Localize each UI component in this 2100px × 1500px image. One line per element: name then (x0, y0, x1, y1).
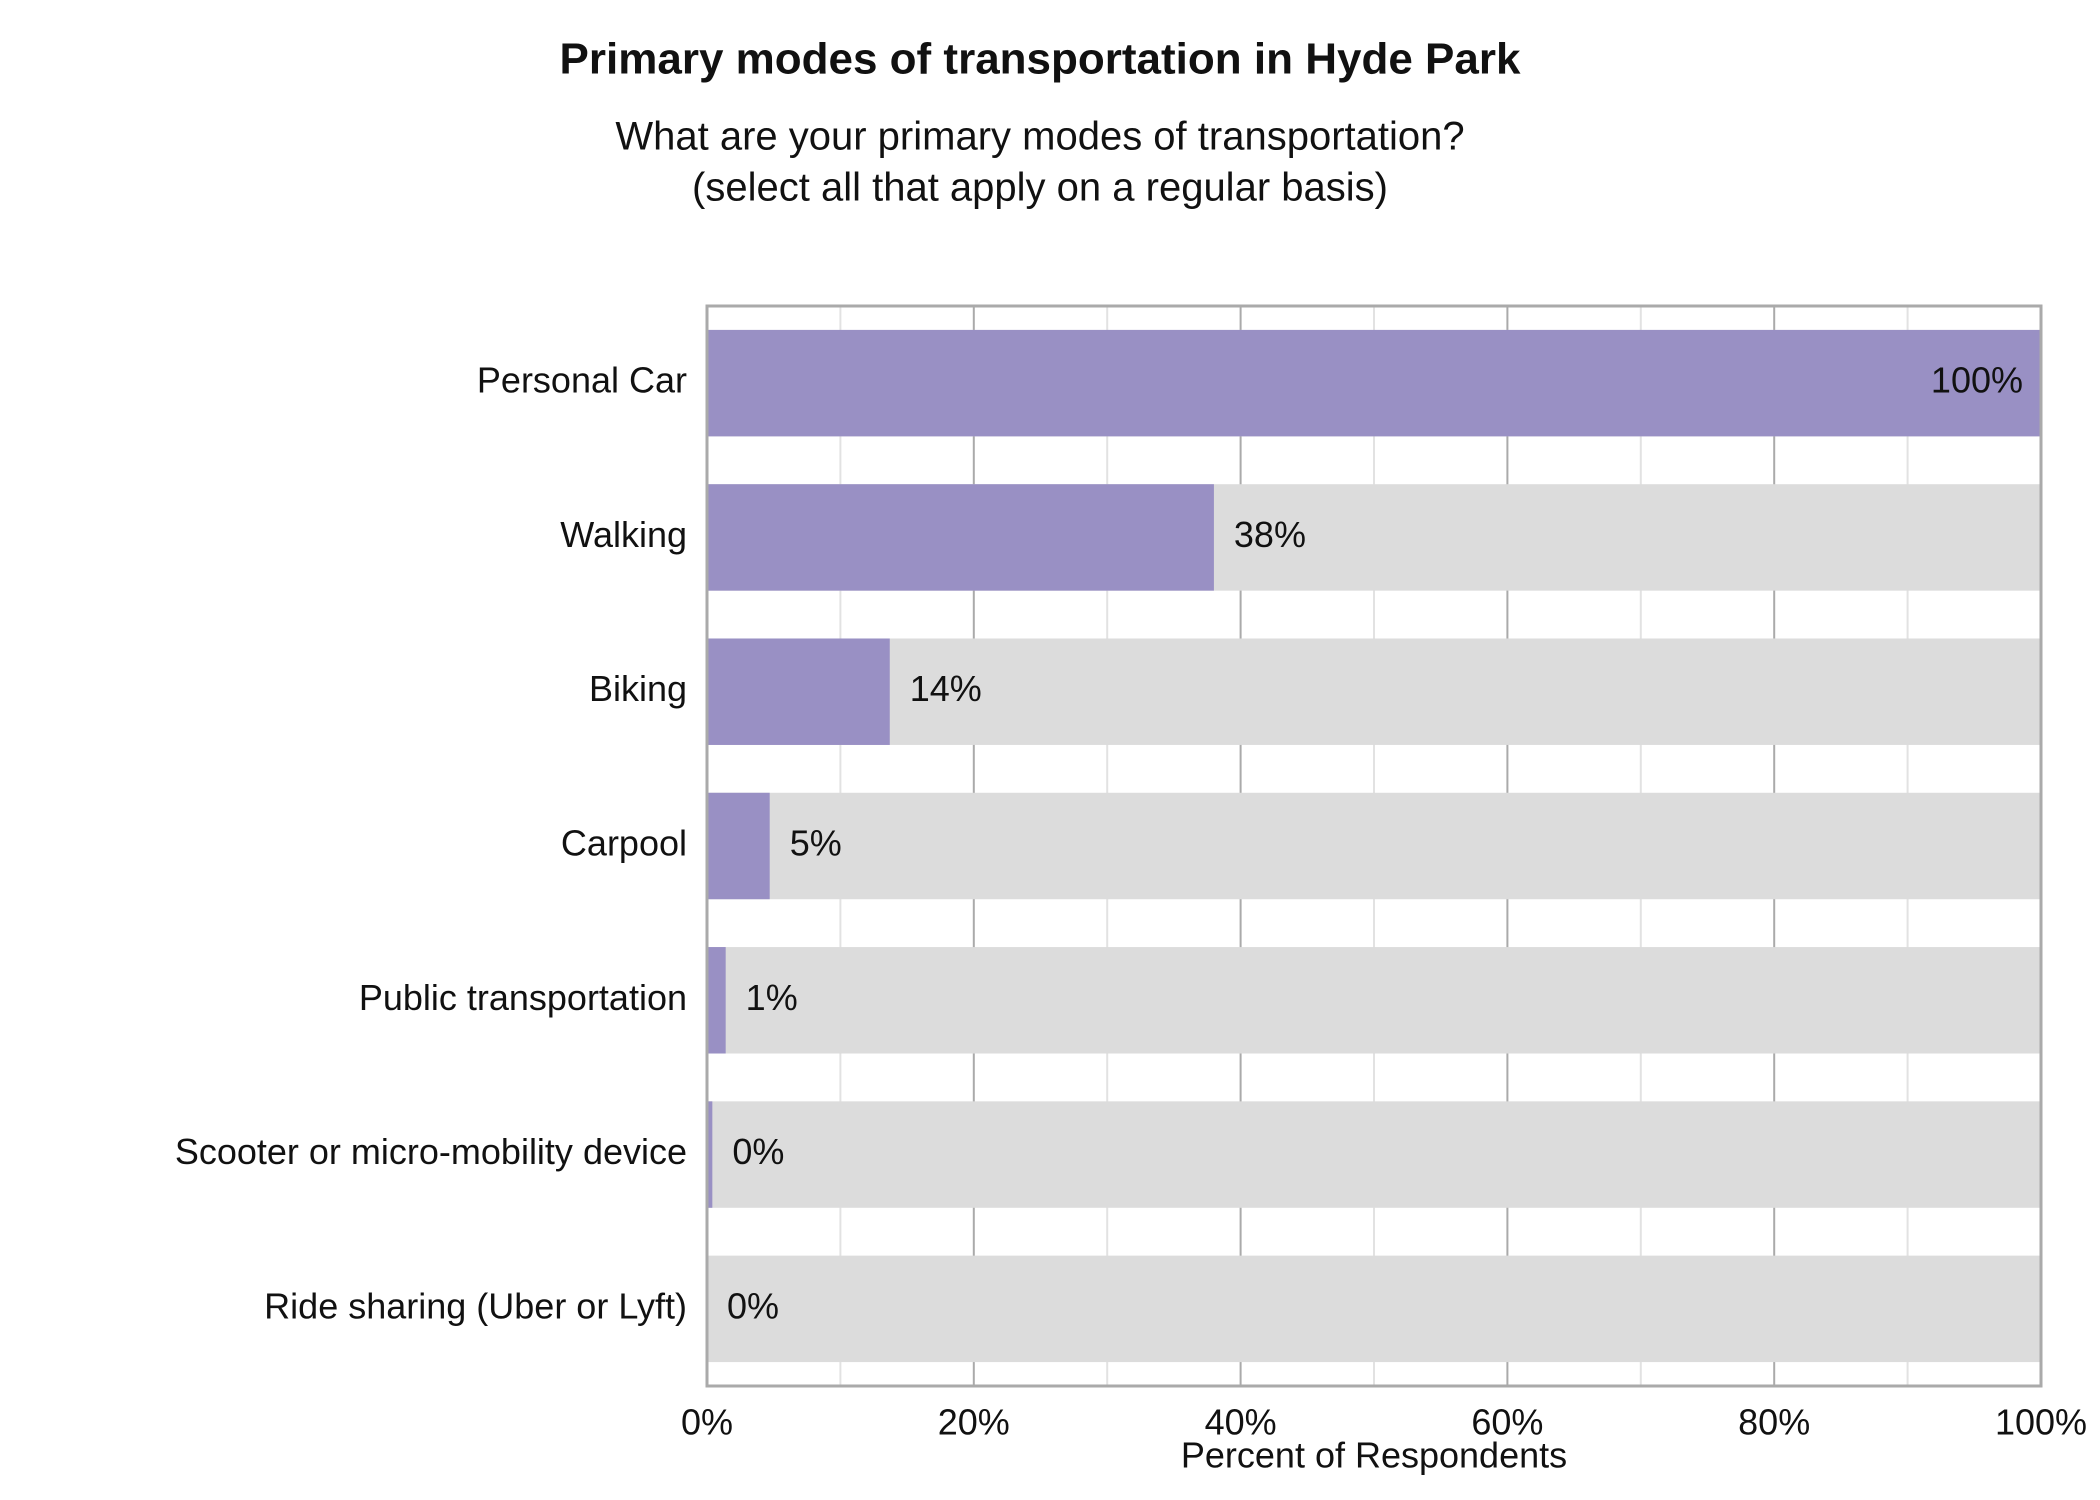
y-tick-label: Scooter or micro-mobility device (175, 1131, 687, 1172)
bar (707, 947, 726, 1054)
bar (707, 638, 890, 745)
bar-track (707, 947, 2041, 1054)
bar (707, 484, 1214, 591)
value-label: 0% (727, 1285, 779, 1326)
x-tick-label: 40% (1205, 1402, 1277, 1443)
value-label: 1% (746, 977, 798, 1018)
value-label: 38% (1234, 514, 1306, 555)
chart-subtitle: What are your primary modes of transport… (615, 115, 1464, 159)
y-tick-label: Carpool (561, 823, 687, 864)
x-tick-label: 20% (938, 1402, 1010, 1443)
chart-title: Primary modes of transportation in Hyde … (560, 35, 1521, 84)
bar (707, 329, 2041, 437)
bar-track (707, 1255, 2041, 1363)
y-tick-label: Ride sharing (Uber or Lyft) (264, 1285, 687, 1326)
y-tick-label: Biking (589, 668, 687, 709)
bar-track (707, 792, 2041, 900)
bar (707, 792, 770, 900)
y-tick-label: Public transportation (359, 977, 687, 1018)
x-tick-label: 80% (1738, 1402, 1810, 1443)
bar (707, 1101, 713, 1208)
x-tick-label: 0% (681, 1402, 733, 1443)
value-label: 0% (732, 1131, 784, 1172)
x-tick-label: 100% (1995, 1402, 2087, 1443)
plot-frame (705, 304, 2043, 1388)
value-label: 100% (1931, 360, 2023, 401)
y-tick-label: Personal Car (477, 360, 687, 401)
x-axis-label: Percent of Respondents (1181, 1435, 1567, 1476)
chart-subtitle: (select all that apply on a regular basi… (692, 166, 1388, 210)
value-label: 14% (910, 668, 982, 709)
value-label: 5% (790, 823, 842, 864)
bar-track (707, 1101, 2041, 1208)
y-tick-label: Walking (560, 514, 687, 555)
x-tick-label: 60% (1471, 1402, 1543, 1443)
bar-track (707, 638, 2041, 745)
